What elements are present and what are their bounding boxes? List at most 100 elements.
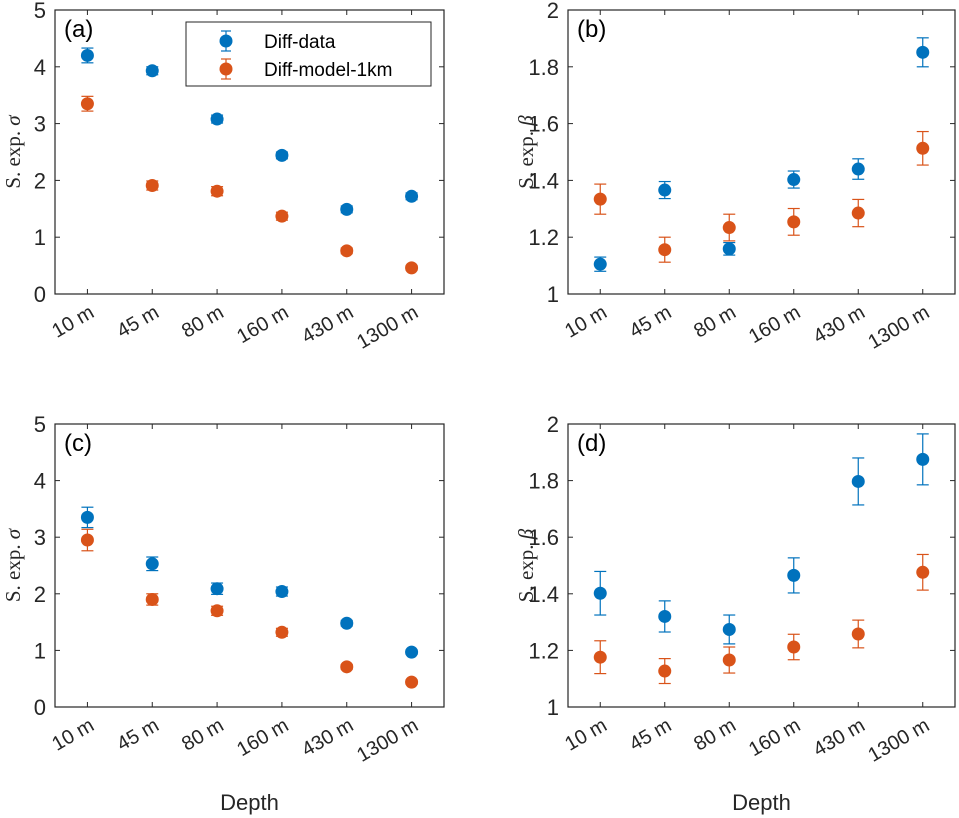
data-point bbox=[593, 650, 607, 664]
data-point bbox=[275, 585, 289, 599]
data-point bbox=[340, 202, 354, 216]
ytick-label: 1.4 bbox=[528, 582, 559, 607]
data-point bbox=[405, 675, 419, 689]
y-axis-label-text: S. exp. bbox=[514, 126, 538, 189]
data-point bbox=[275, 148, 289, 162]
xtick-label: 45 m bbox=[626, 714, 676, 755]
panel-label: (a) bbox=[64, 16, 93, 43]
legend-label-diff-model-1km: Diff-model-1km bbox=[264, 60, 392, 81]
ytick-label: 1 bbox=[547, 695, 559, 720]
ytick-label: 4 bbox=[34, 469, 46, 494]
data-point bbox=[145, 64, 159, 78]
legend-label-diff-data: Diff-data bbox=[264, 32, 336, 53]
xtick-label: 1300 m bbox=[864, 714, 933, 766]
data-point bbox=[210, 112, 224, 126]
series-diff-model-1km bbox=[80, 95, 419, 275]
ytick-label: 0 bbox=[34, 282, 46, 307]
data-point bbox=[405, 261, 419, 275]
data-point bbox=[658, 183, 672, 197]
ytick-label: 4 bbox=[34, 55, 46, 80]
xtick-label: 430 m bbox=[810, 714, 869, 761]
data-point bbox=[658, 243, 672, 257]
data-point bbox=[593, 192, 607, 206]
data-point bbox=[593, 257, 607, 271]
ytick-label: 1.6 bbox=[528, 525, 559, 550]
data-point bbox=[787, 215, 801, 229]
xtick-label: 1300 m bbox=[353, 301, 422, 353]
axes-box bbox=[567, 423, 956, 708]
ytick-label: 5 bbox=[34, 412, 46, 437]
legend-entry-diff-model-1km: Diff-model-1km bbox=[219, 58, 392, 81]
xtick-label: 1300 m bbox=[864, 301, 933, 353]
series-diff-data bbox=[80, 47, 419, 216]
x-axis-label: Depth bbox=[220, 790, 279, 815]
y-axis-label: S. exp. β bbox=[514, 528, 538, 602]
panel-label: (c) bbox=[64, 430, 92, 457]
xtick-label: 430 m bbox=[298, 714, 357, 761]
data-point bbox=[851, 627, 865, 641]
data-point bbox=[722, 653, 736, 667]
series-diff-model-1km bbox=[80, 528, 419, 689]
y-axis-label: S. exp. σ bbox=[1, 527, 25, 602]
xtick-label: 1300 m bbox=[353, 714, 422, 766]
series-diff-model-1km bbox=[593, 130, 930, 263]
xtick-label: 45 m bbox=[113, 714, 163, 755]
data-point bbox=[658, 609, 672, 623]
xtick-label: 80 m bbox=[690, 301, 740, 342]
xtick-label: 10 m bbox=[48, 301, 98, 342]
data-point bbox=[916, 141, 930, 155]
ytick-label: 1 bbox=[34, 638, 46, 663]
xtick-label: 160 m bbox=[233, 301, 292, 348]
y-axis-label-symbol: β bbox=[514, 115, 538, 127]
data-point bbox=[722, 221, 736, 235]
axes-box bbox=[54, 423, 445, 708]
data-point bbox=[916, 565, 930, 579]
data-point bbox=[722, 622, 736, 636]
data-point bbox=[405, 189, 419, 203]
data-point bbox=[145, 557, 159, 571]
xtick-label: 45 m bbox=[113, 301, 163, 342]
data-point bbox=[340, 616, 354, 630]
data-point bbox=[80, 97, 94, 111]
ytick-label: 1.4 bbox=[528, 168, 559, 193]
legend-marker-diff-model-1km bbox=[219, 62, 233, 76]
y-axis-label: S. exp. σ bbox=[1, 114, 25, 189]
panel-label: (b) bbox=[577, 16, 606, 43]
xtick-label: 430 m bbox=[810, 301, 869, 348]
data-point bbox=[80, 48, 94, 62]
ytick-label: 2 bbox=[34, 582, 46, 607]
data-point bbox=[658, 664, 672, 678]
y-axis-label-text: S. exp. bbox=[1, 126, 25, 189]
panel-d: 1 1.2 1.4 1.6 1.8 2 10 m 45 m 80 m 160 m 430 m1300… bbox=[514, 412, 956, 815]
ytick-label: 1.2 bbox=[528, 225, 559, 250]
data-point bbox=[80, 533, 94, 547]
xtick-label: 160 m bbox=[745, 714, 804, 761]
series-diff-data bbox=[593, 433, 930, 645]
y-axis-label-symbol: σ bbox=[1, 527, 25, 539]
data-point bbox=[787, 568, 801, 582]
ytick-label: 2 bbox=[547, 0, 559, 23]
ytick-label: 1 bbox=[547, 282, 559, 307]
xtick-label: 80 m bbox=[690, 714, 740, 755]
data-point bbox=[340, 244, 354, 258]
data-point bbox=[916, 452, 930, 466]
data-point bbox=[210, 582, 224, 596]
ytick-label: 2 bbox=[547, 412, 559, 437]
axes-box bbox=[567, 9, 956, 295]
ytick-label: 3 bbox=[34, 525, 46, 550]
xtick-label: 80 m bbox=[178, 301, 228, 342]
xtick-label: 10 m bbox=[561, 714, 611, 755]
series-diff-data bbox=[80, 506, 419, 659]
ytick-label: 3 bbox=[34, 112, 46, 137]
data-point bbox=[80, 510, 94, 524]
xtick-label: 10 m bbox=[48, 714, 98, 755]
y-axis-label-symbol: β bbox=[514, 528, 538, 540]
ytick-label: 1.8 bbox=[528, 469, 559, 494]
axes-box bbox=[54, 9, 445, 295]
data-point bbox=[851, 162, 865, 176]
y-axis-label-symbol: σ bbox=[1, 114, 25, 126]
ytick-label: 2 bbox=[34, 168, 46, 193]
y-axis-label-text: S. exp. bbox=[514, 539, 538, 602]
xtick-label: 10 m bbox=[561, 301, 611, 342]
